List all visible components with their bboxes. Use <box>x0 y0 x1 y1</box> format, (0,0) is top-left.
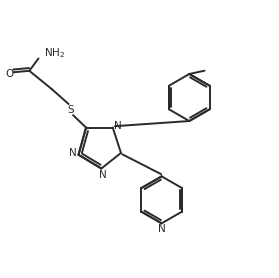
Text: N: N <box>158 224 165 234</box>
Text: N: N <box>69 148 76 158</box>
Text: N: N <box>99 170 107 180</box>
Text: NH$_2$: NH$_2$ <box>44 46 65 60</box>
Text: N: N <box>114 121 122 131</box>
Text: S: S <box>68 105 74 115</box>
Text: O: O <box>6 69 14 79</box>
